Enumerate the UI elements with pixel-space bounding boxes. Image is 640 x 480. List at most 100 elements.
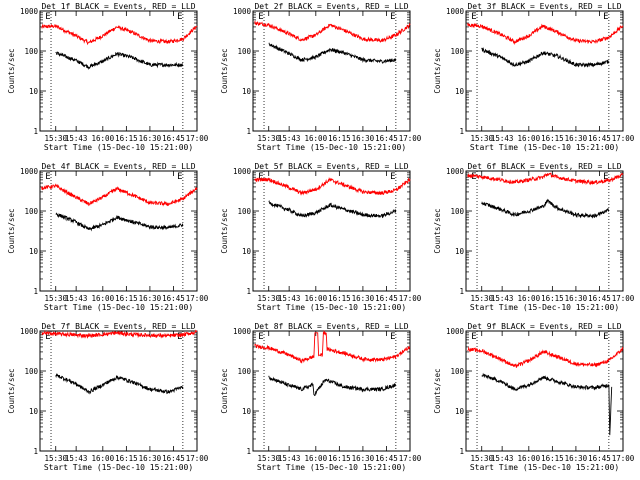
x-tick-label: 15:43: [491, 294, 514, 303]
x-tick-label: 15:43: [491, 454, 514, 463]
x-tick-label: 16:15: [541, 134, 564, 143]
x-axis-label: Start Time (15-Dec-10 15:21:00): [470, 303, 619, 312]
chart-panel-2: Det 2f BLACK = Events, RED = LLD 1 10 100 10…: [220, 2, 422, 152]
y-tick-label: 10: [242, 407, 252, 416]
marker-label: E: [390, 12, 395, 22]
y-tick-label: 1000: [233, 167, 252, 176]
x-tick-label: 16:00: [518, 294, 541, 303]
x-tick-label: 16:45: [588, 294, 611, 303]
plot-frame: [252, 330, 411, 452]
plot-frame: [252, 170, 411, 292]
y-tick-label: 1000: [446, 327, 465, 336]
y-tick-label: 100: [24, 47, 38, 56]
x-tick-label: 16:45: [375, 134, 398, 143]
y-tick-label: 1: [246, 447, 251, 456]
y-axis-label: Counts/sec: [433, 48, 442, 93]
chart-panel-1: Det 1f BLACK = Events, RED = LLD 1 10 100 10…: [7, 2, 209, 152]
plot-frame: [465, 10, 624, 132]
chart-panel-5: Det 5f BLACK = Events, RED = LLD 1 10 100 10…: [220, 162, 422, 312]
y-tick-label: 100: [237, 47, 251, 56]
series-line-lld: [254, 20, 411, 43]
chart-panel-9: Det 9f BLACK = Events, RED = LLD 1 10 100 10…: [433, 322, 635, 472]
chart-panel-7: Det 7f BLACK = Events, RED = LLD 1 10 100 10…: [7, 322, 209, 472]
y-tick-label: 10: [29, 247, 39, 256]
series-line-events: [55, 51, 184, 71]
x-tick-label: 16:45: [162, 134, 185, 143]
chart-title: Det 7f BLACK = Events, RED = LLD: [41, 322, 195, 331]
x-tick-label: 15:43: [278, 134, 301, 143]
marker-label: E: [177, 172, 182, 182]
plot-frame: [39, 10, 198, 132]
chart-title: Det 6f BLACK = Events, RED = LLD: [467, 162, 621, 171]
x-tick-label: 15:30: [257, 454, 280, 463]
x-tick-label: 16:45: [588, 454, 611, 463]
series-line-lld: [467, 22, 624, 46]
x-tick-label: 16:45: [375, 294, 398, 303]
y-tick-label: 1000: [20, 7, 39, 16]
x-tick-label: 16:15: [328, 294, 351, 303]
x-tick-label: 16:30: [352, 134, 375, 143]
x-tick-label: 16:15: [115, 454, 138, 463]
y-tick-label: 10: [455, 87, 465, 96]
y-tick-label: 1: [246, 127, 251, 136]
x-tick-label: 16:30: [565, 134, 588, 143]
series-line-events: [481, 372, 613, 436]
series-line-lld: [467, 346, 624, 368]
marker-label: E: [471, 332, 476, 342]
y-tick-label: 1000: [20, 167, 39, 176]
chart-panel-8: Det 8f BLACK = Events, RED = LLD 1 10 100 10…: [220, 322, 422, 472]
x-tick-label: 16:00: [518, 454, 541, 463]
y-axis-label: Counts/sec: [220, 368, 229, 413]
series-line-events: [268, 200, 397, 219]
x-tick-label: 17:00: [612, 294, 635, 303]
x-tick-label: 15:43: [278, 454, 301, 463]
x-tick-label: 15:43: [65, 134, 88, 143]
x-tick-label: 16:30: [139, 454, 162, 463]
marker-label: E: [45, 12, 50, 22]
x-tick-label: 17:00: [186, 294, 209, 303]
y-tick-label: 1000: [20, 327, 39, 336]
y-tick-label: 1: [459, 447, 464, 456]
x-tick-label: 17:00: [399, 134, 422, 143]
y-tick-label: 100: [237, 207, 251, 216]
y-tick-label: 1: [33, 287, 38, 296]
x-tick-label: 15:30: [470, 294, 493, 303]
chart-title: Det 1f BLACK = Events, RED = LLD: [41, 2, 195, 11]
x-tick-label: 16:00: [92, 294, 115, 303]
x-tick-label: 17:00: [399, 454, 422, 463]
y-tick-label: 1000: [233, 7, 252, 16]
x-tick-label: 15:30: [257, 134, 280, 143]
y-tick-label: 1: [459, 287, 464, 296]
y-tick-label: 1: [33, 127, 38, 136]
y-tick-label: 10: [29, 87, 39, 96]
x-tick-label: 16:30: [352, 294, 375, 303]
chart-panel-6: Det 6f BLACK = Events, RED = LLD 1 10 100 10…: [433, 162, 635, 312]
x-tick-label: 16:15: [541, 294, 564, 303]
x-tick-label: 16:30: [352, 454, 375, 463]
x-tick-label: 17:00: [612, 454, 635, 463]
series-line-lld: [254, 176, 411, 196]
marker-label: E: [258, 12, 263, 22]
series-line-events: [55, 373, 184, 395]
y-tick-label: 1: [459, 127, 464, 136]
x-axis-label: Start Time (15-Dec-10 15:21:00): [257, 143, 406, 152]
chart-panel-3: Det 3f BLACK = Events, RED = LLD 1 10 100 10…: [433, 2, 635, 152]
marker-label: E: [603, 12, 608, 22]
y-tick-label: 1000: [446, 167, 465, 176]
x-tick-label: 17:00: [186, 134, 209, 143]
plot-frame: [252, 10, 411, 132]
series-line-lld: [41, 329, 198, 339]
marker-label: E: [258, 332, 263, 342]
y-tick-label: 100: [24, 207, 38, 216]
chart-title: Det 4f BLACK = Events, RED = LLD: [41, 162, 195, 171]
plot-frame: [39, 330, 198, 452]
x-tick-label: 16:15: [115, 134, 138, 143]
y-tick-label: 100: [237, 367, 251, 376]
x-tick-label: 15:30: [44, 454, 67, 463]
x-tick-label: 16:15: [115, 294, 138, 303]
plot-frame: [39, 170, 198, 292]
y-tick-label: 10: [455, 407, 465, 416]
x-tick-label: 16:45: [588, 134, 611, 143]
chart-title: Det 3f BLACK = Events, RED = LLD: [467, 2, 621, 11]
